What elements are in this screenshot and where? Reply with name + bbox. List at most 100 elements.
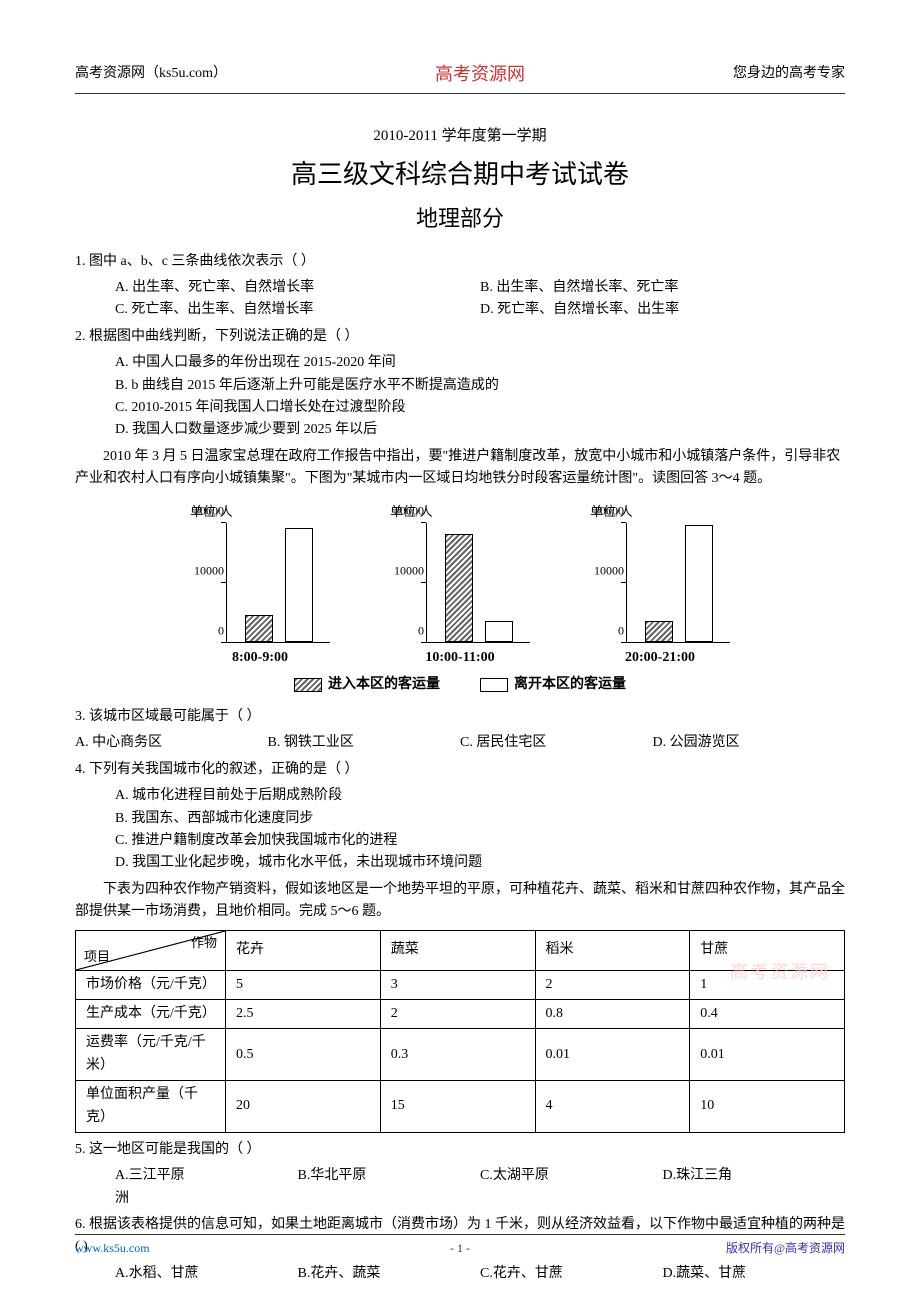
table-cell: 0.8	[535, 999, 690, 1028]
q5-opt-d: D.珠江三角	[663, 1165, 846, 1187]
question-4: 4. 下列有关我国城市化的叙述，正确的是（ ）	[75, 759, 845, 781]
question-2-options: A. 中国人口最多的年份出现在 2015-2020 年间 B. b 曲线自 20…	[75, 352, 845, 442]
q4-opt-c: C. 推进户籍制度改革会加快我国城市化的进程	[115, 830, 845, 852]
chart-panel-1: 单位/人0100002000010:00-11:00	[380, 502, 540, 669]
legend-enter-label: 进入本区的客运量	[328, 674, 440, 696]
q2-opt-c: C. 2010-2015 年间我国人口增长处在过渡型阶段	[115, 397, 845, 419]
table-cell: 10	[690, 1081, 845, 1133]
ytick: 20000	[194, 502, 224, 521]
footer-url: www.ks5u.com	[75, 1239, 150, 1258]
q4-opt-b: B. 我国东、西部城市化速度同步	[115, 808, 845, 830]
table-cell: 2.5	[226, 999, 381, 1028]
question-4-options: A. 城市化进程目前处于后期成熟阶段 B. 我国东、西部城市化速度同步 C. 推…	[75, 785, 845, 875]
ytick: 20000	[594, 502, 624, 521]
table-cell: 0.01	[690, 1029, 845, 1081]
header-left: 高考资源网（ks5u.com）	[75, 63, 227, 85]
ytick: 0	[418, 622, 424, 641]
legend-swatch-white	[480, 678, 508, 692]
ytick: 10000	[394, 562, 424, 581]
q6-opt-c: C.花卉、甘蔗	[480, 1263, 663, 1285]
context-1: 2010 年 3 月 5 日温家宝总理在政府工作报告中指出，要"推进户籍制度改革…	[75, 446, 845, 491]
q3-opt-d: D. 公园游览区	[653, 732, 846, 754]
q4-opt-a: A. 城市化进程目前处于后期成熟阶段	[115, 785, 845, 807]
ytick: 20000	[394, 502, 424, 521]
table-row: 市场价格（元/千克）5321	[76, 970, 845, 999]
q4-opt-d: D. 我国工业化起步晚，城市化水平低，未出现城市环境问题	[115, 852, 845, 874]
footer-copyright: 版权所有@高考资源网	[726, 1239, 845, 1258]
chart-xlabel: 20:00-21:00	[625, 647, 695, 669]
table-cell: 4	[535, 1081, 690, 1133]
bar-chart-group: 单位/人010000200008:00-9:00单位/人010000200001…	[75, 502, 845, 669]
table-cell: 0.3	[380, 1029, 535, 1081]
table-cell: 15	[380, 1081, 535, 1133]
ytick: 0	[618, 622, 624, 641]
doc-title: 高三级文科综合期中考试试卷	[75, 154, 845, 196]
q5-opt-c: C.太湖平原	[480, 1165, 663, 1187]
footer-page-number: - 1 -	[450, 1239, 470, 1258]
chart-box: 01000020000	[190, 523, 330, 643]
table-col-header: 蔬菜	[380, 930, 535, 970]
table-cell: 5	[226, 970, 381, 999]
q1-opt-a: A. 出生率、死亡率、自然增长率	[115, 277, 480, 299]
q1-opt-b: B. 出生率、自然增长率、死亡率	[480, 277, 845, 299]
bar-enter	[245, 615, 273, 642]
table-row: 单位面积产量（千克）2015410	[76, 1081, 845, 1133]
doc-subtitle: 2010-2011 学年度第一学期	[75, 124, 845, 148]
context-2: 下表为四种农作物产销资料，假如该地区是一个地势平坦的平原，可种植花卉、蔬菜、稻米…	[75, 879, 845, 924]
question-2: 2. 根据图中曲线判断，下列说法正确的是（ ）	[75, 326, 845, 348]
chart-xlabel: 10:00-11:00	[425, 647, 494, 669]
question-5-options: A.三江平原 B.华北平原 C.太湖平原 D.珠江三角	[75, 1165, 845, 1187]
table-cell: 0.01	[535, 1029, 690, 1081]
q5-opt-a: A.三江平原	[115, 1165, 298, 1187]
bar-enter	[445, 534, 473, 642]
table-cell: 2	[380, 999, 535, 1028]
q2-opt-d: D. 我国人口数量逐步减少要到 2025 年以后	[115, 419, 845, 441]
q3-opt-c: C. 居民住宅区	[460, 732, 653, 754]
legend-enter: 进入本区的客运量	[294, 674, 440, 696]
q6-opt-b: B.花卉、蔬菜	[298, 1263, 481, 1285]
table-cell: 0.4	[690, 999, 845, 1028]
ytick: 10000	[594, 562, 624, 581]
page-footer: www.ks5u.com - 1 - 版权所有@高考资源网	[75, 1234, 845, 1258]
bar-enter	[645, 621, 673, 642]
q1-opt-c: C. 死亡率、出生率、自然增长率	[115, 299, 480, 321]
q2-opt-b: B. b 曲线自 2015 年后逐渐上升可能是医疗水平不断提高造成的	[115, 375, 845, 397]
q3-opt-a: A. 中心商务区	[75, 732, 268, 754]
legend-swatch-hatched	[294, 678, 322, 692]
header-center-logo: 高考资源网	[435, 60, 525, 89]
table-row-label: 运费率（元/千克/千米）	[76, 1029, 226, 1081]
q6-opt-d: D.蔬菜、甘蔗	[663, 1263, 846, 1285]
table-col-header: 花卉	[226, 930, 381, 970]
table-cell: 0.5	[226, 1029, 381, 1081]
question-3: 3. 该城市区域最可能属于（ ）	[75, 706, 845, 728]
table-cell: 20	[226, 1081, 381, 1133]
table-cell: 2	[535, 970, 690, 999]
crop-data-table: 作物项目花卉蔬菜稻米甘蔗市场价格（元/千克）5321生产成本（元/千克）2.52…	[75, 930, 845, 1133]
question-3-options: A. 中心商务区 B. 钢铁工业区 C. 居民住宅区 D. 公园游览区	[75, 732, 845, 754]
bar-leave	[285, 528, 313, 642]
header-right: 您身边的高考专家	[733, 63, 845, 85]
table-header-split: 作物项目	[76, 930, 226, 970]
question-1-options: A. 出生率、死亡率、自然增长率 B. 出生率、自然增长率、死亡率 C. 死亡率…	[75, 277, 845, 322]
legend-leave: 离开本区的客运量	[480, 674, 626, 696]
doc-section: 地理部分	[75, 201, 845, 236]
bar-leave	[485, 621, 513, 642]
q1-opt-d: D. 死亡率、自然增长率、出生率	[480, 299, 845, 321]
table-row-label: 市场价格（元/千克）	[76, 970, 226, 999]
chart-panel-2: 单位/人0100002000020:00-21:00	[580, 502, 740, 669]
chart-box: 01000020000	[590, 523, 730, 643]
q2-opt-a: A. 中国人口最多的年份出现在 2015-2020 年间	[115, 352, 845, 374]
chart-panel-0: 单位/人010000200008:00-9:00	[180, 502, 340, 669]
legend-leave-label: 离开本区的客运量	[514, 674, 626, 696]
page-header: 高考资源网（ks5u.com） 高考资源网 您身边的高考专家	[75, 60, 845, 94]
table-col-header: 稻米	[535, 930, 690, 970]
q5-opt-d-cont: 洲	[75, 1188, 845, 1210]
chart-box: 01000020000	[390, 523, 530, 643]
table-cell: 3	[380, 970, 535, 999]
question-6-options: A.水稻、甘蔗 B.花卉、蔬菜 C.花卉、甘蔗 D.蔬菜、甘蔗	[75, 1263, 845, 1285]
ytick: 10000	[194, 562, 224, 581]
question-5: 5. 这一地区可能是我国的（ ）	[75, 1139, 845, 1161]
q5-opt-b: B.华北平原	[298, 1165, 481, 1187]
table-row-label: 单位面积产量（千克）	[76, 1081, 226, 1133]
table-row: 运费率（元/千克/千米）0.50.30.010.01	[76, 1029, 845, 1081]
